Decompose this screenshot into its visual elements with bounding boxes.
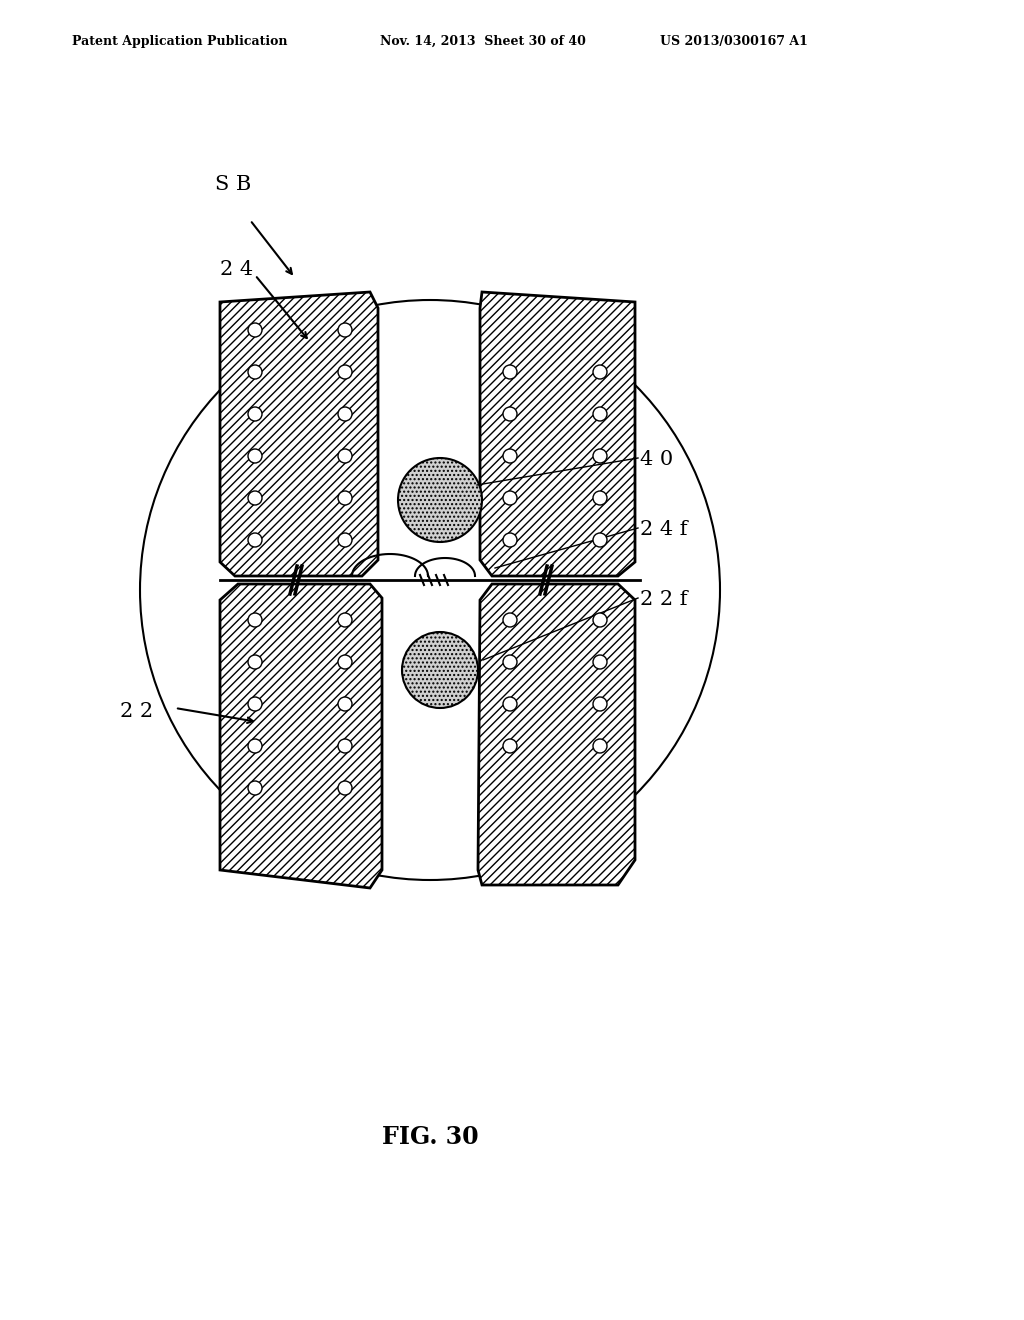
Circle shape xyxy=(248,655,262,669)
Text: FIG. 30: FIG. 30 xyxy=(382,1125,478,1148)
Circle shape xyxy=(503,533,517,546)
Text: S B: S B xyxy=(215,176,251,194)
Circle shape xyxy=(248,323,262,337)
Circle shape xyxy=(593,366,607,379)
Circle shape xyxy=(593,697,607,711)
Circle shape xyxy=(593,491,607,506)
Circle shape xyxy=(503,697,517,711)
Circle shape xyxy=(338,697,352,711)
Circle shape xyxy=(503,739,517,752)
Circle shape xyxy=(338,533,352,546)
Circle shape xyxy=(338,323,352,337)
Circle shape xyxy=(248,739,262,752)
Circle shape xyxy=(338,739,352,752)
Circle shape xyxy=(338,612,352,627)
Circle shape xyxy=(503,366,517,379)
Circle shape xyxy=(248,449,262,463)
Text: US 2013/0300167 A1: US 2013/0300167 A1 xyxy=(660,36,808,48)
Circle shape xyxy=(503,449,517,463)
Circle shape xyxy=(248,781,262,795)
Circle shape xyxy=(338,655,352,669)
Circle shape xyxy=(593,612,607,627)
Circle shape xyxy=(338,449,352,463)
Text: Nov. 14, 2013  Sheet 30 of 40: Nov. 14, 2013 Sheet 30 of 40 xyxy=(380,36,586,48)
Circle shape xyxy=(593,655,607,669)
Circle shape xyxy=(593,533,607,546)
Circle shape xyxy=(248,366,262,379)
Polygon shape xyxy=(480,292,635,576)
Circle shape xyxy=(248,533,262,546)
Text: 2 2 f: 2 2 f xyxy=(640,590,687,609)
Text: 4 0: 4 0 xyxy=(640,450,673,469)
Circle shape xyxy=(593,407,607,421)
Text: 2 2: 2 2 xyxy=(120,702,154,721)
Text: 2 4 f: 2 4 f xyxy=(640,520,687,539)
Text: 2 4: 2 4 xyxy=(220,260,253,279)
Text: Patent Application Publication: Patent Application Publication xyxy=(72,36,288,48)
Circle shape xyxy=(338,366,352,379)
Circle shape xyxy=(402,632,478,708)
Circle shape xyxy=(593,449,607,463)
Circle shape xyxy=(593,739,607,752)
Circle shape xyxy=(248,612,262,627)
Circle shape xyxy=(398,458,482,543)
Circle shape xyxy=(338,407,352,421)
Circle shape xyxy=(503,612,517,627)
Circle shape xyxy=(338,781,352,795)
Circle shape xyxy=(503,655,517,669)
Polygon shape xyxy=(220,583,382,888)
Circle shape xyxy=(503,491,517,506)
Circle shape xyxy=(248,407,262,421)
Polygon shape xyxy=(478,583,635,884)
Polygon shape xyxy=(220,292,378,576)
Circle shape xyxy=(248,697,262,711)
Circle shape xyxy=(338,491,352,506)
Circle shape xyxy=(248,491,262,506)
Circle shape xyxy=(503,407,517,421)
